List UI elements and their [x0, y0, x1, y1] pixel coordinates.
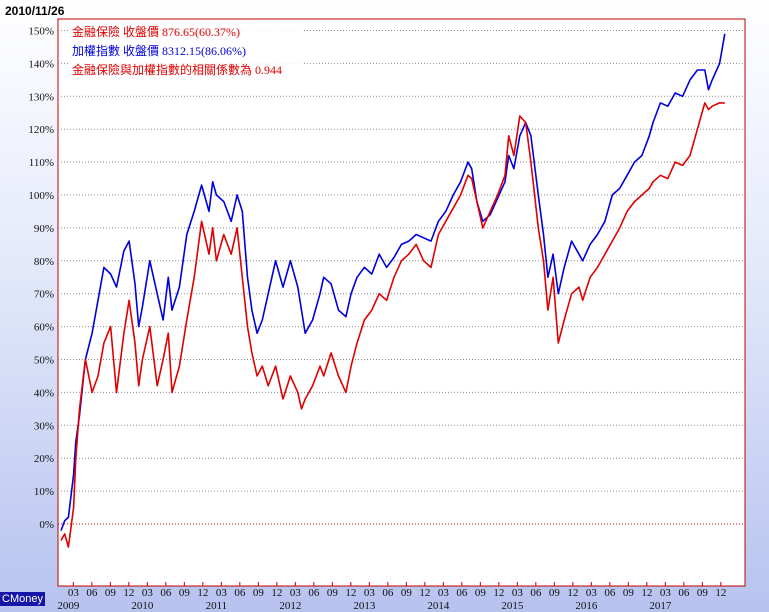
x-tick-label: 09 [401, 587, 413, 599]
y-tick-label: 100% [28, 190, 54, 202]
x-tick-label: 12 [641, 587, 652, 599]
x-tick-label: 06 [604, 587, 616, 599]
x-tick-label: 03 [142, 587, 154, 599]
y-tick-label: 40% [34, 387, 54, 399]
y-axis-ticks: 0% 10% 20% 30% 40% 50% 60% 70% 80% 90% 100% 110% 120… [28, 26, 54, 532]
y-tick-label: 60% [34, 322, 54, 334]
x-tick-label: 03 [512, 587, 524, 599]
x-tick-label: 03 [660, 587, 672, 599]
y-tick-label: 50% [34, 355, 54, 367]
x-tick-label: 03 [216, 587, 228, 599]
x-tick-label: 09 [549, 587, 561, 599]
x-tick-label: 06 [530, 587, 542, 599]
x-tick-label: 03 [290, 587, 302, 599]
x-tick-label: 06 [86, 587, 98, 599]
legend-taiex-close: 加權指數 收盤價 8312.15(86.06%) [72, 43, 246, 58]
x-year-label: 2012 [279, 600, 301, 612]
report-date: 2010/11/26 [5, 4, 65, 18]
x-tick-label: 09 [697, 587, 709, 599]
y-tick-label: 120% [28, 124, 54, 136]
y-tick-label: 80% [34, 256, 54, 268]
x-year-label: 2014 [427, 600, 450, 612]
y-tick-label: 20% [34, 453, 54, 465]
y-tick-label: 0% [39, 519, 54, 531]
x-tick-label: 12 [567, 587, 578, 599]
x-year-label: 2009 [57, 600, 80, 612]
x-year-label: 2015 [501, 600, 524, 612]
y-tick-label: 10% [34, 486, 54, 498]
x-tick-label: 09 [327, 587, 339, 599]
y-tick-label: 110% [29, 157, 54, 169]
x-tick-label: 12 [493, 587, 504, 599]
x-tick-label: 03 [438, 587, 450, 599]
x-tick-label: 09 [179, 587, 191, 599]
y-tick-label: 150% [28, 26, 54, 38]
y-tick-label: 90% [34, 223, 54, 235]
y-tick-label: 70% [34, 289, 54, 301]
x-tick-label: 12 [715, 587, 726, 599]
x-tick-label: 09 [105, 587, 117, 599]
legend-finance-close: 金融保險 收盤價 876.65(60.37%) [72, 24, 240, 39]
series-line [60, 33, 726, 531]
plot-area [57, 18, 746, 587]
x-year-label: 2016 [575, 600, 598, 612]
series-lines [60, 33, 726, 548]
cmoney-logo: CMoney [0, 592, 45, 606]
y-tick-label: 130% [28, 91, 54, 103]
x-year-label: 2017 [649, 600, 672, 612]
x-tick-label: 06 [382, 587, 394, 599]
legend-box [68, 22, 303, 80]
x-year-label: 2011 [206, 600, 228, 612]
x-tick-label: 06 [678, 587, 690, 599]
x-year-label: 2010 [131, 600, 154, 612]
x-tick-label: 06 [234, 587, 246, 599]
x-tick-label: 12 [197, 587, 208, 599]
legend: 金融保險 收盤價 876.65(60.37%) 加權指數 收盤價 8312.15… [68, 22, 303, 80]
x-tick-label: 12 [419, 587, 430, 599]
x-tick-label: 06 [308, 587, 320, 599]
x-tick-label: 03 [68, 587, 80, 599]
x-axis-ticks: 03 06 09 12 03 06 09 12 03 06 09 12 03 06 09 12 03 06 09 12… [57, 582, 726, 612]
x-year-label: 2013 [353, 600, 376, 612]
series-line [60, 102, 725, 548]
x-tick-label: 09 [253, 587, 265, 599]
x-tick-label: 09 [623, 587, 635, 599]
legend-correlation: 金融保險與加權指數的相關係數為 0.944 [72, 62, 282, 77]
x-tick-label: 03 [586, 587, 598, 599]
x-tick-label: 12 [123, 587, 134, 599]
x-tick-label: 09 [475, 587, 487, 599]
x-tick-label: 06 [160, 587, 172, 599]
x-tick-label: 12 [345, 587, 356, 599]
x-tick-label: 03 [364, 587, 376, 599]
y-tick-label: 30% [34, 420, 54, 432]
x-tick-label: 12 [271, 587, 282, 599]
x-tick-label: 06 [456, 587, 468, 599]
y-tick-label: 140% [28, 58, 54, 70]
